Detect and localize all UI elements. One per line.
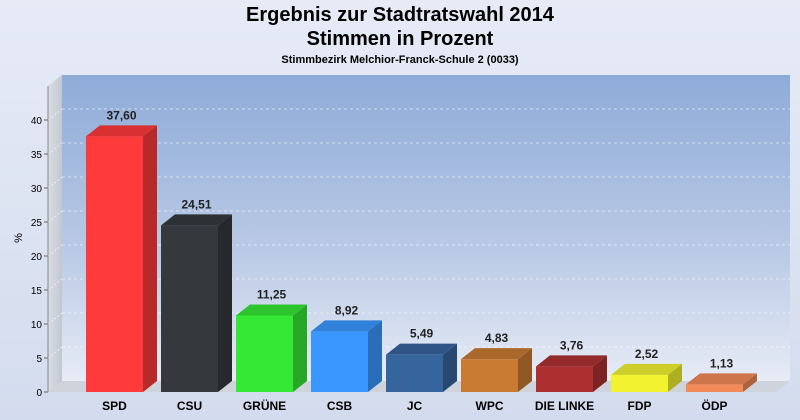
district-label: Stimmbezirk Melchior-Franck-Schule 2 (00… <box>281 54 519 66</box>
bar-side <box>518 348 532 392</box>
y-tick-label: 15 <box>31 286 43 297</box>
bar-front <box>236 315 293 392</box>
y-axis-label: % <box>13 233 25 243</box>
bar-grüne <box>236 304 307 392</box>
y-tick-label: 5 <box>36 354 42 365</box>
gridline-side <box>47 108 63 121</box>
bar-side <box>743 373 757 392</box>
gridline-side <box>47 142 63 155</box>
bar-jc <box>386 343 457 392</box>
y-tick-label: 35 <box>31 150 43 161</box>
bar-top <box>236 304 307 316</box>
bar-top <box>536 355 607 367</box>
y-tick-label: 40 <box>31 116 43 127</box>
x-tick-label: ÖDP <box>701 398 727 413</box>
bar-top <box>311 320 382 332</box>
y-tick-label: 25 <box>31 218 43 229</box>
value-label: 2,52 <box>635 347 659 361</box>
bar-spd <box>86 125 157 392</box>
bar-top <box>611 363 682 375</box>
bar-wpc <box>461 348 532 392</box>
bar-top <box>161 214 232 226</box>
value-label: 37,60 <box>106 108 136 122</box>
bar-front <box>86 136 143 392</box>
x-tick-label: DIE LINKE <box>535 399 594 413</box>
bar-top <box>461 348 532 360</box>
value-label: 5,49 <box>410 327 434 341</box>
x-tick-label: FDP <box>628 399 652 413</box>
bar-csb <box>311 320 382 392</box>
bar-side <box>368 320 382 392</box>
y-tick-label: 20 <box>31 252 43 263</box>
bar-front <box>161 225 218 392</box>
chart-subtitle: Stimmen in Prozent <box>306 28 494 50</box>
bar-top <box>686 373 757 385</box>
bar-side <box>443 343 457 392</box>
x-tick-label: JC <box>407 399 423 413</box>
bar-front <box>461 359 518 392</box>
bar-side <box>593 355 607 392</box>
value-label: 8,92 <box>335 303 359 317</box>
y-tick-label: 10 <box>31 320 43 331</box>
bar-front <box>686 384 743 392</box>
bar-side <box>668 363 682 392</box>
bar-ödp <box>686 373 757 392</box>
bar-side <box>218 214 232 392</box>
x-tick-label: CSB <box>327 399 353 413</box>
gridline-side <box>47 346 63 359</box>
bar-die-linke <box>536 355 607 392</box>
value-label: 3,76 <box>560 338 584 352</box>
x-tick-label: SPD <box>102 399 127 413</box>
plot-side-wall <box>48 75 62 392</box>
bar-side <box>293 304 307 392</box>
bar-top <box>86 125 157 137</box>
value-label: 4,83 <box>485 331 509 345</box>
bar-front <box>611 374 668 392</box>
x-tick-label: GRÜNE <box>243 398 286 413</box>
bar-fdp <box>611 363 682 392</box>
gridline-side <box>47 176 63 189</box>
bar-top <box>386 343 457 355</box>
bar-front <box>536 366 593 392</box>
y-tick-label: 30 <box>31 184 43 195</box>
y-tick-label: 0 <box>36 388 42 399</box>
bar-front <box>386 354 443 392</box>
gridline-side <box>47 312 63 325</box>
chart-title: Ergebnis zur Stadtratswahl 2014 <box>246 4 554 26</box>
x-tick-label: CSU <box>177 399 202 413</box>
value-label: 24,51 <box>181 197 211 211</box>
x-tick-label: WPC <box>476 399 504 413</box>
bar-csu <box>161 214 232 392</box>
gridline-side <box>47 210 63 223</box>
gridline-side <box>47 244 63 257</box>
gridline-side <box>47 278 63 291</box>
value-label: 1,13 <box>710 356 734 370</box>
bar-side <box>143 125 157 392</box>
value-label: 11,25 <box>257 288 287 302</box>
bar-front <box>311 331 368 392</box>
